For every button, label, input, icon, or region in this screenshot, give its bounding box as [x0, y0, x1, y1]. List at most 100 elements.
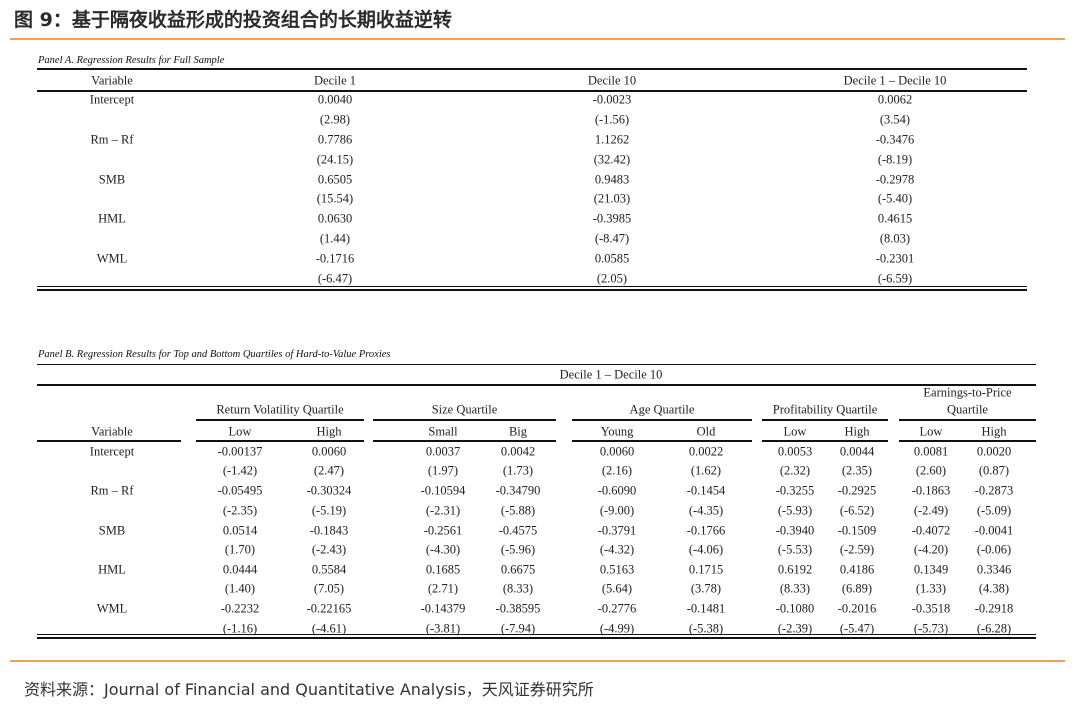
- t-stat-cell: (-0.06): [976, 542, 1012, 557]
- t-stat-cell: (-5.19): [311, 503, 347, 518]
- panel-a-bottom-rule-2: [37, 289, 1027, 291]
- panel-b-bottom-rule: [37, 634, 1036, 635]
- group-underline: [196, 419, 364, 421]
- t-stat-cell: (-5.38): [688, 621, 724, 635]
- t-stat-cell: (21.03): [593, 191, 631, 206]
- variable-label: SMB: [98, 172, 126, 187]
- t-stat-cell: (-4.06): [688, 542, 724, 557]
- t-stat-cell: (4.38): [978, 581, 1010, 596]
- t-stat-cell: (5.64): [601, 581, 633, 596]
- t-stat-cell: (2.71): [427, 581, 459, 596]
- t-stat-cell: (2.05): [596, 271, 628, 286]
- panel-a-header-rule: [37, 90, 1027, 92]
- group-header: Earnings-to-Price: [923, 385, 1012, 400]
- t-stat-cell: (-2.31): [425, 503, 461, 518]
- t-stat-cell: (-1.42): [222, 463, 258, 478]
- coefficient-cell: -0.4575: [498, 523, 538, 538]
- subheader: Low: [228, 424, 252, 439]
- coefficient-cell: 0.0042: [500, 444, 536, 459]
- t-stat-cell: (-5.73): [913, 621, 949, 635]
- t-stat-cell: (-5.88): [500, 503, 536, 518]
- variable-header: Variable: [91, 424, 133, 439]
- t-stat-cell: (1.44): [319, 231, 351, 246]
- t-stat-cell: (-4.35): [688, 503, 724, 518]
- coefficient-cell: -0.38595: [495, 601, 541, 616]
- coefficient-cell: 0.6192: [777, 562, 813, 577]
- t-stat-cell: (1.70): [224, 542, 256, 557]
- coefficient-cell: -0.2873: [974, 483, 1014, 498]
- t-stat-cell: (-4.99): [599, 621, 635, 635]
- coefficient-cell: -0.10594: [420, 483, 466, 498]
- coefficient-cell: 0.1715: [688, 562, 724, 577]
- coefficient-cell: 0.3346: [976, 562, 1012, 577]
- coefficient-cell: 0.0053: [777, 444, 813, 459]
- coefficient-cell: -0.30324: [306, 483, 352, 498]
- group-header: Profitability Quartile: [772, 402, 878, 417]
- coefficient-cell: -0.4072: [911, 523, 951, 538]
- column-header: Variable: [91, 73, 133, 88]
- coefficient-cell: -0.2776: [597, 601, 637, 616]
- coefficient-cell: -0.1509: [837, 523, 877, 538]
- t-stat-cell: (-1.16): [222, 621, 258, 635]
- coefficient-cell: -0.1481: [686, 601, 726, 616]
- panel-b-top-rule: [37, 364, 1036, 365]
- coefficient-cell: 0.7786: [317, 132, 353, 147]
- t-stat-cell: (-5.53): [777, 542, 813, 557]
- variable-label: Intercept: [89, 444, 135, 459]
- subheader: High: [844, 424, 870, 439]
- coefficient-cell: -0.1843: [309, 523, 349, 538]
- coefficient-cell: -0.3476: [875, 132, 915, 147]
- t-stat-cell: (-4.61): [311, 621, 347, 635]
- t-stat-cell: (2.16): [601, 463, 633, 478]
- variable-label: Rm – Rf: [90, 132, 134, 147]
- group-header: Return Volatility Quartile: [216, 402, 344, 417]
- t-stat-cell: (-8.47): [594, 231, 630, 246]
- coefficient-cell: -0.0023: [592, 92, 632, 107]
- coefficient-cell: -0.2016: [837, 601, 877, 616]
- variable-label: HML: [98, 211, 126, 226]
- coefficient-cell: -0.1080: [775, 601, 815, 616]
- coefficient-cell: -0.6090: [597, 483, 637, 498]
- t-stat-cell: (-4.32): [599, 542, 635, 557]
- coefficient-cell: -0.00137: [217, 444, 263, 459]
- subheader-underline: [196, 440, 364, 442]
- bottom-divider: [10, 660, 1065, 662]
- coefficient-cell: 0.1349: [913, 562, 949, 577]
- coefficient-cell: -0.1716: [315, 251, 355, 266]
- t-stat-cell: (-5.93): [777, 503, 813, 518]
- variable-underline: [37, 440, 181, 442]
- coefficient-cell: 0.0022: [688, 444, 724, 459]
- t-stat-cell: (-5.09): [976, 503, 1012, 518]
- variable-label: Rm – Rf: [90, 483, 134, 498]
- subheader: High: [316, 424, 342, 439]
- column-header: Decile 10: [587, 73, 637, 88]
- t-stat-cell: (8.33): [779, 581, 811, 596]
- spanner-header: Decile 1 – Decile 10: [559, 367, 663, 382]
- coefficient-cell: -0.2561: [423, 523, 463, 538]
- subheader: Low: [919, 424, 943, 439]
- column-header: Decile 1: [314, 73, 356, 88]
- subheader-underline: [899, 440, 1036, 442]
- coefficient-cell: 0.0037: [425, 444, 461, 459]
- t-stat-cell: (1.33): [915, 581, 947, 596]
- coefficient-cell: 0.6675: [500, 562, 536, 577]
- panel-b-bottom-rule-2: [37, 637, 1036, 639]
- t-stat-cell: (-5.40): [877, 191, 913, 206]
- t-stat-cell: (-2.49): [913, 503, 949, 518]
- coefficient-cell: -0.0041: [974, 523, 1014, 538]
- t-stat-cell: (2.98): [319, 112, 351, 127]
- t-stat-cell: (3.54): [879, 112, 911, 127]
- variable-label: Intercept: [89, 92, 135, 107]
- coefficient-cell: -0.2925: [837, 483, 877, 498]
- t-stat-cell: (-4.20): [913, 542, 949, 557]
- coefficient-cell: 0.1685: [425, 562, 461, 577]
- coefficient-cell: -0.1454: [686, 483, 726, 498]
- coefficient-cell: 0.0040: [317, 92, 353, 107]
- coefficient-cell: 0.5584: [311, 562, 347, 577]
- coefficient-cell: 0.0060: [599, 444, 635, 459]
- subheader: Small: [428, 424, 458, 439]
- t-stat-cell: (-1.56): [594, 112, 630, 127]
- coefficient-cell: -0.3985: [592, 211, 632, 226]
- group-header: Age Quartile: [629, 402, 695, 417]
- coefficient-cell: -0.3518: [911, 601, 951, 616]
